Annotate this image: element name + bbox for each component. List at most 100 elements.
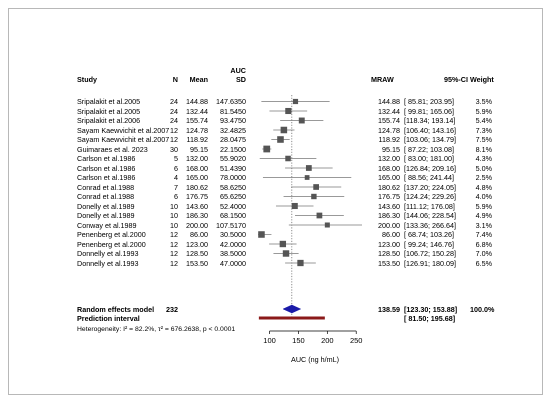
cell-mean: 118.92 xyxy=(186,135,208,144)
cell-weight: 3.5% xyxy=(475,97,492,106)
cell-ci: [124.24; 229.26] xyxy=(404,192,456,201)
cell-mean: 123.00 xyxy=(186,239,208,249)
cell-ci: [103.06; 134.79] xyxy=(404,135,456,144)
cell-mean: 165.00 xyxy=(186,173,208,182)
cell-sd: 68.1500 xyxy=(220,211,246,220)
study-square xyxy=(291,202,298,210)
cell-mraw: 128.50 xyxy=(378,249,400,258)
cell-sd: 93.4750 xyxy=(220,116,246,125)
cell-n: 10 xyxy=(170,220,178,230)
study-square xyxy=(277,136,284,143)
prediction-interval-label: Prediction interval xyxy=(77,314,140,323)
cell-study: Carlson et al.1986 xyxy=(77,173,136,182)
cell-weight: 5.4% xyxy=(475,116,492,125)
cell-study: Conrad et al.1988 xyxy=(77,182,135,192)
cell-mean: 153.50 xyxy=(186,258,208,268)
cell-weight: 5.9% xyxy=(475,106,492,116)
cell-weight: 7.0% xyxy=(475,249,492,258)
header-ci: 95%-CI xyxy=(444,75,468,84)
header-n: N xyxy=(172,75,178,84)
cell-study: Donnelly et al.1993 xyxy=(77,249,139,258)
cell-sd: 107.5170 xyxy=(216,220,246,230)
cell-weight: 4.8% xyxy=(475,182,492,192)
cell-study: Conrad et al.1988 xyxy=(77,192,135,201)
prediction-interval-ci: [ 81.50; 195.68] xyxy=(404,314,456,323)
cell-n: 12 xyxy=(170,258,178,268)
cell-sd: 47.0000 xyxy=(220,258,246,268)
heterogeneity-text: Heterogeneity: I² = 82.2%, τ² = 676.2638… xyxy=(77,326,236,333)
cell-study: Carlson et al.1986 xyxy=(77,154,136,163)
cell-study: Donelly et al.1989 xyxy=(77,201,135,211)
cell-mraw: 165.00 xyxy=(378,173,400,182)
cell-sd: 65.6250 xyxy=(220,192,246,201)
cell-ci: [137.20; 224.05] xyxy=(404,182,456,192)
cell-mean: 95.15 xyxy=(190,144,208,154)
cell-mraw: 124.78 xyxy=(378,125,400,135)
cell-study: Sayam Kaewvichit et al.2007 xyxy=(77,135,170,144)
cell-weight: 6.8% xyxy=(475,239,492,249)
cell-sd: 28.0475 xyxy=(220,135,246,144)
cell-ci: [ 99.24; 146.76] xyxy=(404,239,454,249)
study-square xyxy=(305,165,312,171)
cell-mraw: 186.30 xyxy=(378,211,400,220)
cell-sd: 55.9020 xyxy=(220,154,246,163)
cell-ci: [ 83.00; 181.00] xyxy=(404,154,454,163)
cell-n: 12 xyxy=(170,135,178,144)
cell-n: 12 xyxy=(170,125,178,135)
cell-sd: 52.4000 xyxy=(220,201,246,211)
cell-study: Sayam Kaewvichit et al.2007 xyxy=(77,125,170,135)
cell-mean: 132.00 xyxy=(186,154,208,163)
forest-plot-frame xyxy=(8,8,543,395)
cell-n: 12 xyxy=(170,239,178,249)
cell-sd: 58.6250 xyxy=(220,182,246,192)
study-square xyxy=(324,222,330,228)
cell-weight: 7.5% xyxy=(475,135,492,144)
cell-ci: [ 68.74; 103.26] xyxy=(404,230,454,239)
study-square xyxy=(279,240,287,248)
cell-ci: [ 85.81; 203.95] xyxy=(404,97,454,106)
cell-mean: 180.62 xyxy=(186,182,208,192)
study-square xyxy=(311,193,317,200)
cell-mean: 128.50 xyxy=(186,249,208,258)
cell-sd: 78.0000 xyxy=(220,173,246,182)
cell-mraw: 132.44 xyxy=(378,106,400,116)
cell-study: Sripalakit et al.2006 xyxy=(77,116,141,125)
cell-sd: 42.0000 xyxy=(220,239,246,249)
cell-n: 10 xyxy=(170,201,178,211)
cell-sd: 38.5000 xyxy=(220,249,246,258)
cell-mraw: 180.62 xyxy=(378,182,400,192)
cell-mean: 200.00 xyxy=(186,220,208,230)
cell-mraw: 132.00 xyxy=(378,154,400,163)
cell-mean: 144.88 xyxy=(186,97,208,106)
study-square xyxy=(313,184,319,190)
x-tick-label: 250 xyxy=(350,336,363,345)
study-square xyxy=(298,117,305,124)
cell-ci: [126.91; 180.09] xyxy=(404,258,456,268)
cell-mraw: 143.60 xyxy=(378,201,400,211)
header-mean: Mean xyxy=(189,75,208,84)
cell-ci: [106.40; 143.16] xyxy=(404,125,456,135)
cell-ci: [126.84; 209.16] xyxy=(404,163,456,173)
cell-n: 24 xyxy=(170,106,178,116)
cell-weight: 3.1% xyxy=(475,220,492,230)
cell-mraw: 118.92 xyxy=(378,135,400,144)
cell-ci: [ 99.81; 165.06] xyxy=(404,106,454,116)
study-square xyxy=(282,250,290,257)
cell-study: Donnelly et al.1993 xyxy=(77,258,139,268)
cell-mean: 132.44 xyxy=(186,106,208,116)
random-effects-n: 232 xyxy=(166,305,178,314)
cell-study: Penenberg et al.2000 xyxy=(77,230,146,239)
header-study: Study xyxy=(77,75,97,84)
cell-mraw: 153.50 xyxy=(378,258,400,268)
random-effects-ci: [123.30; 153.88] xyxy=(404,305,458,314)
study-square xyxy=(285,107,292,115)
random-effects-mraw: 138.59 xyxy=(378,305,400,314)
cell-n: 6 xyxy=(174,192,178,201)
cell-weight: 4.0% xyxy=(475,192,492,201)
cell-weight: 6.5% xyxy=(475,258,492,268)
pooled-diamond xyxy=(282,304,302,314)
cell-mean: 86.00 xyxy=(190,230,208,239)
cell-weight: 7.4% xyxy=(475,230,492,239)
header-sd: SD xyxy=(236,75,246,84)
